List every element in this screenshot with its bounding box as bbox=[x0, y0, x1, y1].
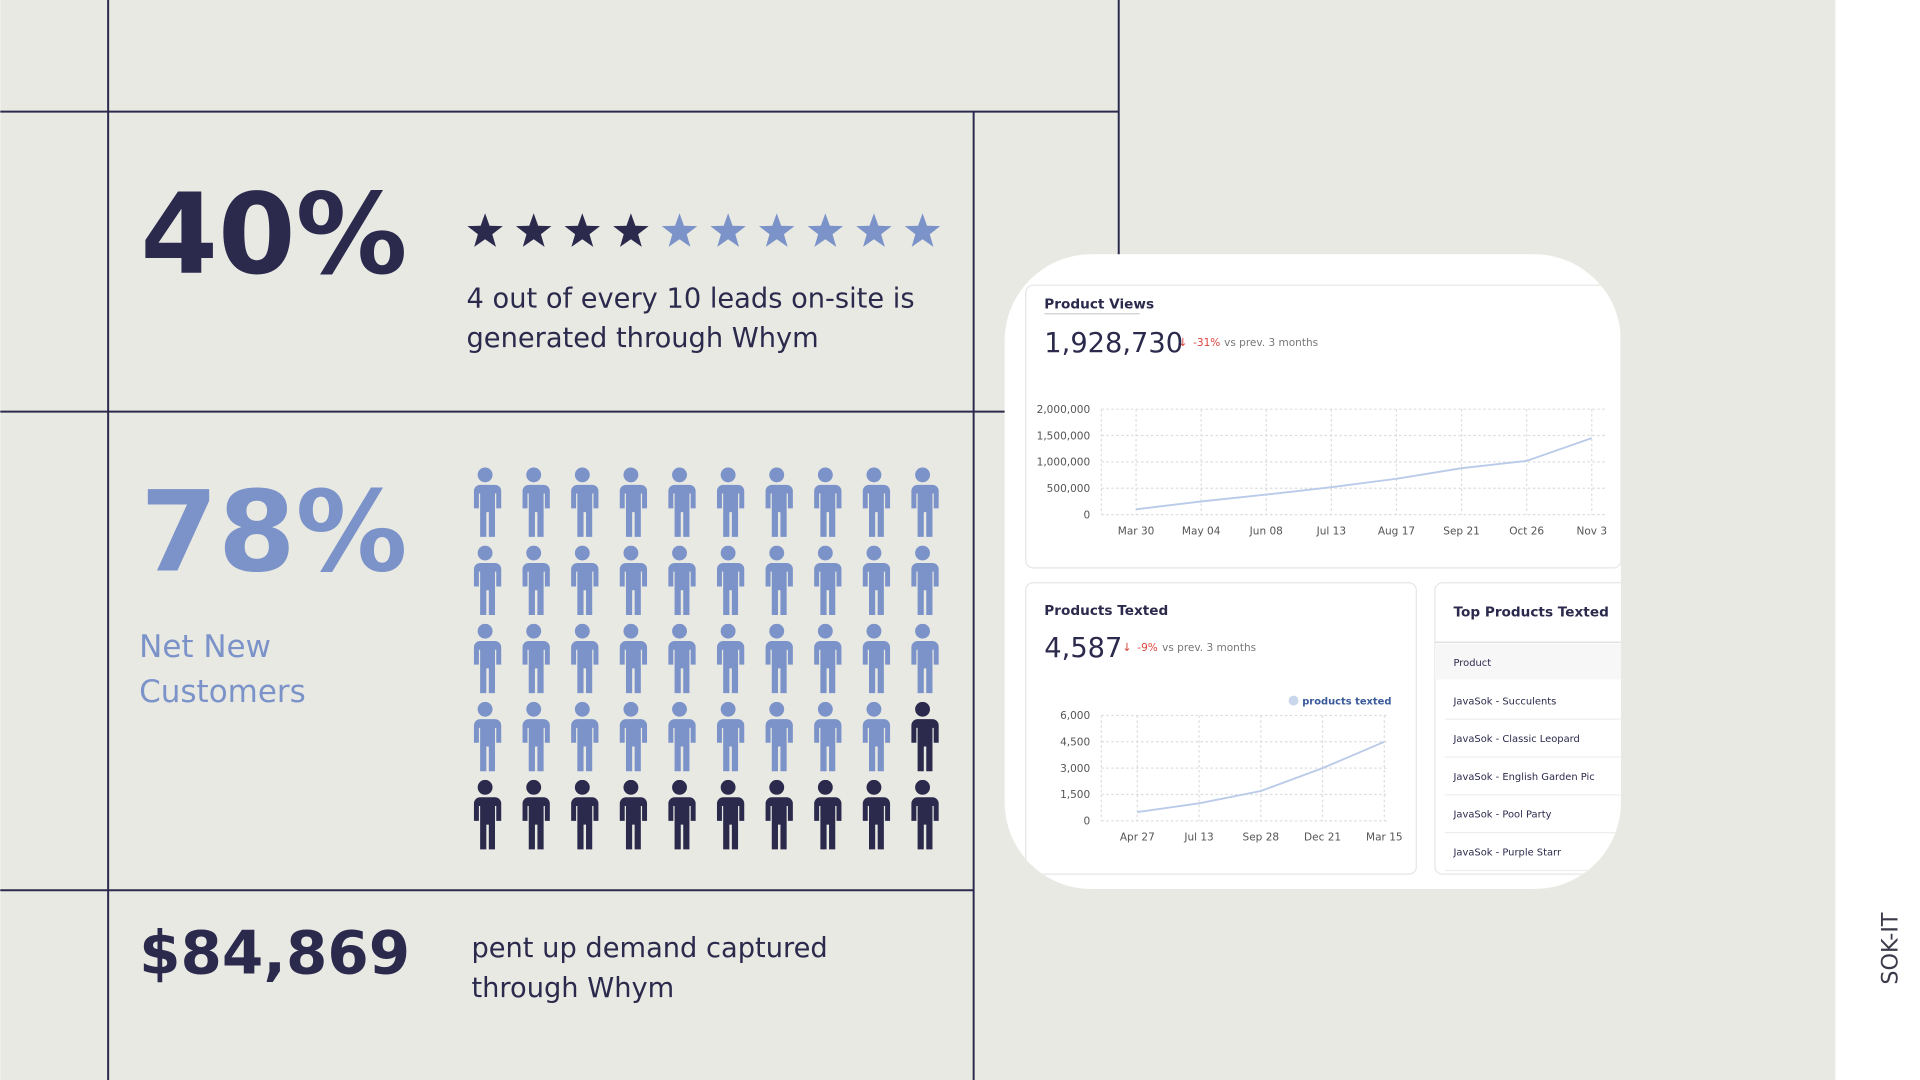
brand: SOK-IT bbox=[1877, 912, 1903, 985]
legend-swatch bbox=[1288, 695, 1299, 706]
table-cell: JavaSok - Pool Party bbox=[1453, 810, 1552, 821]
total: 1,928,730 bbox=[1044, 328, 1183, 359]
dashboard: ↓ ↓ Product Views 1,928,730 -31% vs prev. 3… bbox=[1025, 284, 1621, 875]
y-tick-label: 500,000 bbox=[1047, 483, 1091, 495]
y-tick-label: 0 bbox=[1083, 816, 1090, 828]
panel-title: Product Views bbox=[1044, 297, 1154, 313]
y-tick-label: 1,500,000 bbox=[1037, 430, 1091, 442]
total: 4,587 bbox=[1044, 633, 1122, 664]
stat-description: Net New bbox=[139, 629, 271, 665]
stat-description: pent up demand captured bbox=[471, 933, 827, 964]
y-tick-label: 3,000 bbox=[1060, 763, 1090, 775]
panel-title: Products Texted bbox=[1044, 603, 1168, 619]
table-cell: JavaSok - Purple Starr bbox=[1453, 848, 1562, 859]
panel bbox=[1025, 582, 1417, 875]
x-tick-label: Aug 17 bbox=[1378, 525, 1415, 537]
x-tick-label: May 04 bbox=[1182, 525, 1221, 537]
stat-value: 40% bbox=[140, 170, 407, 300]
x-tick-label: Sep 28 bbox=[1243, 832, 1280, 844]
y-tick-label: 4,500 bbox=[1060, 737, 1090, 749]
stat-description: 4 out of every 10 leads on-site is bbox=[466, 284, 914, 315]
grid-frame bbox=[0, 0, 1120, 1080]
line bbox=[1137, 740, 1385, 813]
x-tick-label: Mar 30 bbox=[1118, 525, 1155, 537]
change: -9% bbox=[1137, 642, 1157, 654]
x-tick-label: Sep 21 bbox=[1443, 525, 1480, 537]
table-title: Top Products Texted bbox=[1454, 604, 1609, 620]
legend-label: products texted bbox=[1302, 696, 1391, 707]
comparison: vs prev. 3 months bbox=[1162, 642, 1256, 654]
table-header: Product bbox=[1454, 658, 1492, 669]
y-tick-label: 2,000,000 bbox=[1037, 404, 1091, 416]
table-cell: JavaSok - Succulents bbox=[1453, 696, 1557, 707]
stat-description: Customers bbox=[139, 674, 306, 710]
side-strip bbox=[1835, 0, 1920, 1080]
line bbox=[1135, 437, 1593, 511]
stat-description: generated through Whym bbox=[466, 323, 818, 354]
table-cell: JavaSok - English Garden Pic bbox=[1453, 772, 1595, 783]
y-tick-label: 0 bbox=[1083, 509, 1090, 521]
stat-value: 78% bbox=[140, 467, 407, 597]
y-tick-label: 1,500 bbox=[1060, 789, 1090, 801]
x-tick-label: Mar 15 bbox=[1366, 832, 1403, 844]
x-tick-label: Oct 26 bbox=[1509, 525, 1544, 537]
table-cell: JavaSok - Classic Leopard bbox=[1453, 734, 1580, 745]
x-tick-label: Jun 08 bbox=[1249, 525, 1283, 537]
panel bbox=[1434, 582, 1621, 875]
y-tick-label: 6,000 bbox=[1060, 710, 1090, 722]
arrow: ↓ bbox=[1122, 641, 1131, 654]
x-tick-label: Apr 27 bbox=[1120, 832, 1155, 844]
x-tick-label: Nov 3 bbox=[1576, 525, 1607, 537]
stat-description: through Whym bbox=[471, 973, 674, 1004]
comparison: vs prev. 3 months bbox=[1224, 337, 1318, 349]
x-tick-label: Dec 21 bbox=[1304, 832, 1341, 844]
panel bbox=[1025, 284, 1621, 569]
x-tick-label: Jul 13 bbox=[1183, 832, 1213, 844]
change: -31% bbox=[1193, 337, 1220, 349]
table-header-bg bbox=[1434, 643, 1621, 680]
y-tick-label: 1,000,000 bbox=[1037, 457, 1091, 469]
arrow: ↓ bbox=[1178, 336, 1187, 349]
stat-value: $84,869 bbox=[139, 919, 410, 988]
x-tick-label: Jul 13 bbox=[1316, 525, 1346, 537]
